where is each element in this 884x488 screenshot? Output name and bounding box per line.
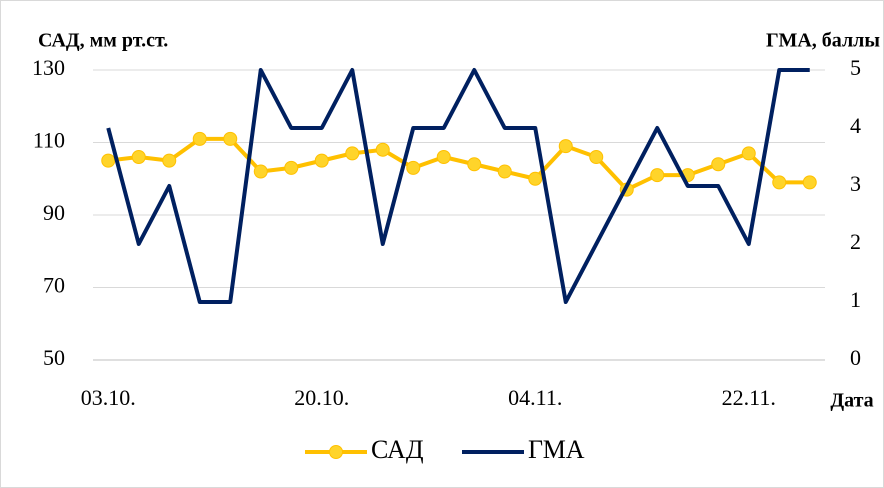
marker xyxy=(589,150,604,164)
y2-tick-label: 1 xyxy=(850,287,861,312)
marker xyxy=(802,175,817,190)
marker xyxy=(467,157,482,172)
y-axis-title: САД, мм рт.ст. xyxy=(38,30,168,52)
marker xyxy=(131,150,146,164)
marker xyxy=(528,171,543,186)
y2-tick-label: 3 xyxy=(850,171,861,196)
marker xyxy=(497,164,512,179)
x-tick-label: 20.10. xyxy=(294,385,349,410)
marker xyxy=(192,131,207,146)
marker xyxy=(741,146,756,161)
legend-label: САД xyxy=(371,435,424,464)
marker xyxy=(406,160,421,175)
series-line xyxy=(106,68,810,304)
y2-tick-label: 2 xyxy=(850,229,861,254)
x-tick-label: 03.10. xyxy=(81,385,136,410)
marker xyxy=(345,146,360,161)
legend-label: ГМА xyxy=(528,435,585,464)
legend-marker xyxy=(329,445,343,459)
marker xyxy=(314,153,329,168)
y2-tick-label: 4 xyxy=(850,113,861,138)
y2-tick-label: 0 xyxy=(850,345,861,370)
marker xyxy=(162,153,177,168)
y-tick-label: 70 xyxy=(43,273,65,298)
x-axis-title: Дата xyxy=(830,390,873,412)
marker xyxy=(558,139,573,154)
y2-axis-title: ГМА, баллы xyxy=(766,30,880,52)
marker xyxy=(436,150,451,164)
marker xyxy=(101,153,116,168)
y-tick-label: 50 xyxy=(43,345,65,370)
marker xyxy=(375,142,390,157)
y-tick-label: 110 xyxy=(33,128,65,153)
y2-tick-label: 5 xyxy=(850,55,861,80)
marker xyxy=(223,131,238,146)
y-tick-label: 90 xyxy=(43,200,65,225)
marker xyxy=(253,164,268,179)
x-tick-label: 22.11. xyxy=(722,385,776,410)
marker xyxy=(772,175,787,190)
marker xyxy=(650,168,665,183)
marker xyxy=(711,157,726,172)
y-tick-label: 130 xyxy=(32,55,65,80)
marker xyxy=(284,160,299,175)
x-tick-label: 04.11. xyxy=(508,385,562,410)
